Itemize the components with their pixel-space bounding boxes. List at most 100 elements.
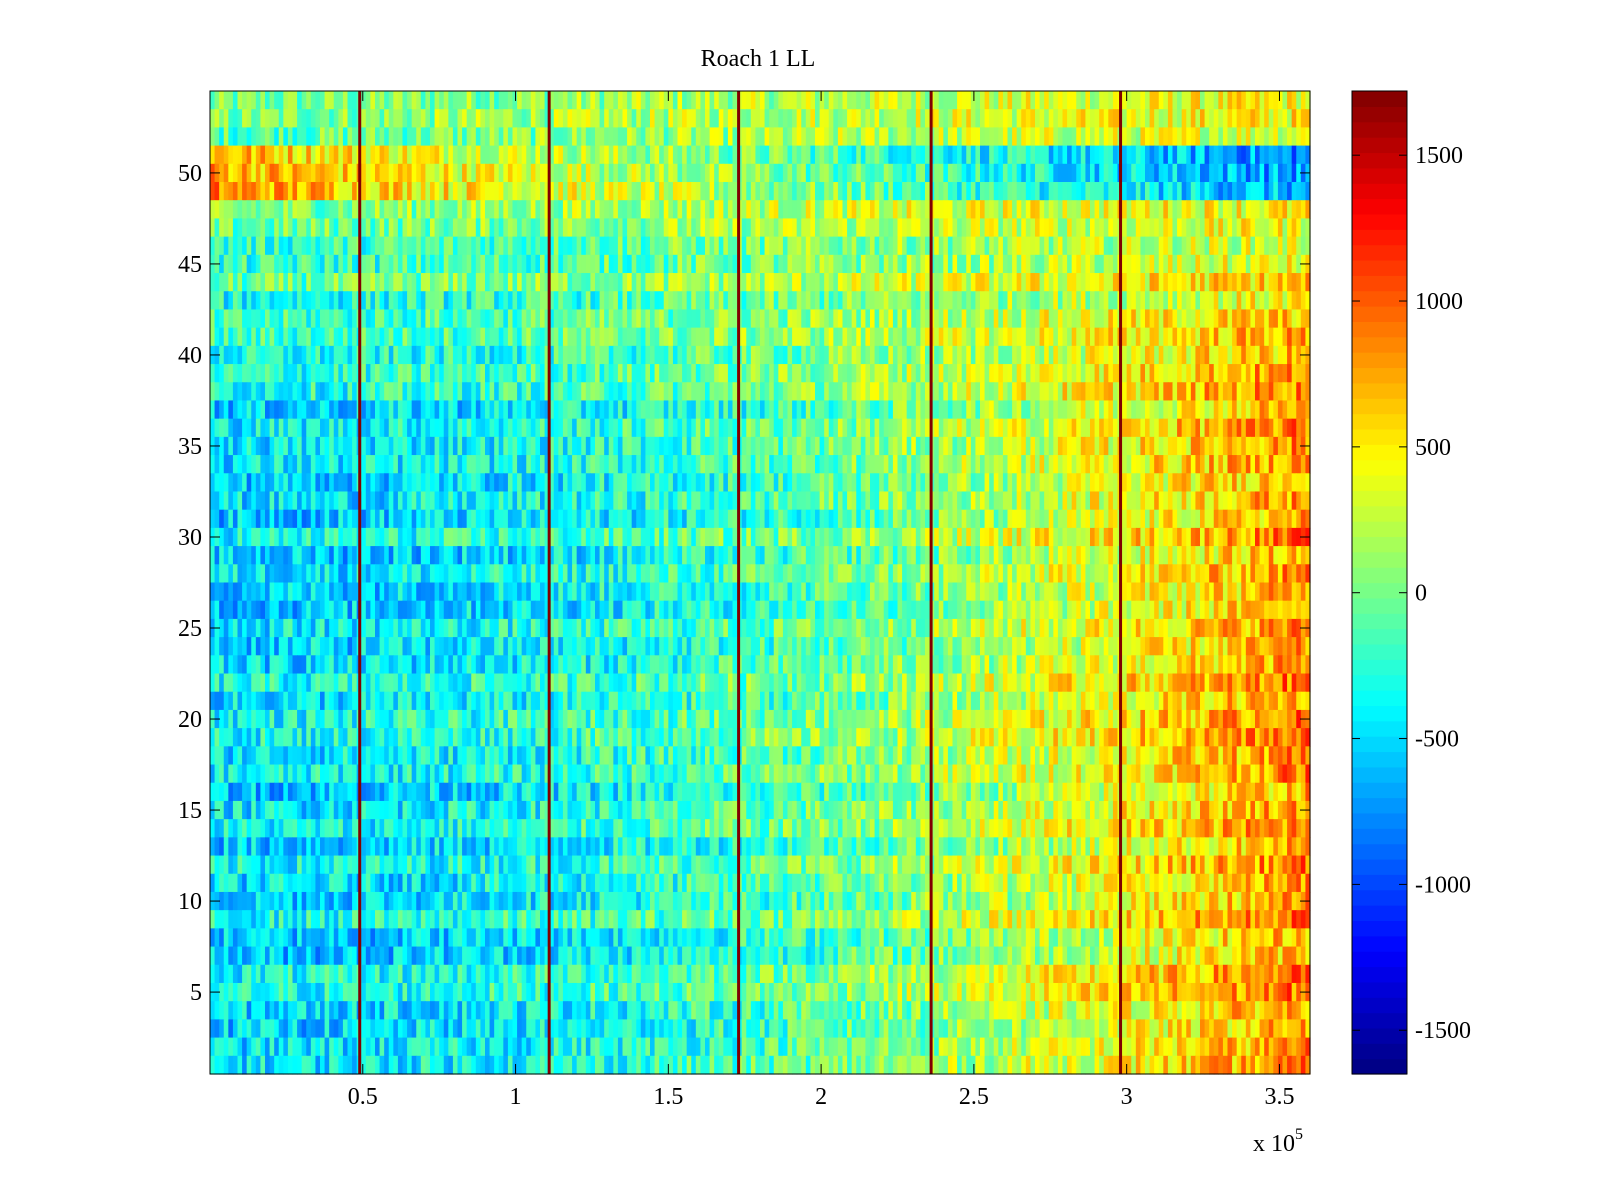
heatmap-cell xyxy=(1071,382,1077,402)
heatmap-cell xyxy=(608,309,614,329)
heatmap-cell xyxy=(714,91,720,110)
heatmap-cell xyxy=(810,273,816,292)
heatmap-cell xyxy=(801,382,807,402)
heatmap-cell xyxy=(549,236,555,256)
heatmap-cell xyxy=(947,327,954,347)
heatmap-cell xyxy=(1154,91,1160,110)
heatmap-cell xyxy=(512,291,518,311)
heatmap-cell xyxy=(764,254,770,274)
heatmap-cell xyxy=(787,455,793,474)
heatmap-cell xyxy=(425,364,431,383)
heatmap-cell xyxy=(1048,382,1054,402)
heatmap-cell xyxy=(695,327,702,347)
heatmap-cell xyxy=(750,418,757,438)
heatmap-cell xyxy=(283,436,289,456)
heatmap-cell xyxy=(251,163,257,183)
heatmap-cell xyxy=(617,418,624,438)
heatmap-cell xyxy=(819,163,825,183)
heatmap-cell xyxy=(489,455,495,474)
heatmap-cell xyxy=(242,182,248,201)
heatmap-cell xyxy=(975,163,981,183)
heatmap-cell xyxy=(512,109,518,128)
heatmap-cell xyxy=(966,291,972,311)
heatmap-cell xyxy=(375,382,381,402)
heatmap-cell xyxy=(801,200,807,220)
heatmap-cell xyxy=(242,364,248,383)
heatmap-cell xyxy=(993,218,999,238)
heatmap-cell xyxy=(503,163,509,183)
heatmap-cell xyxy=(773,273,779,292)
heatmap-cell xyxy=(686,327,692,347)
heatmap-cell xyxy=(1025,345,1032,365)
heatmap-cell xyxy=(796,218,802,238)
heatmap-cell xyxy=(787,145,793,165)
heatmap-cell xyxy=(1227,91,1233,110)
heatmap-cell xyxy=(576,436,582,456)
heatmap-cell xyxy=(1250,200,1256,220)
heatmap-cell xyxy=(352,182,358,201)
heatmap-cell xyxy=(663,364,669,383)
heatmap-cell xyxy=(622,145,628,165)
heatmap-cell xyxy=(778,254,784,274)
heatmap-cell xyxy=(677,200,683,220)
heatmap-cell xyxy=(892,455,899,474)
heatmap-cell xyxy=(219,291,225,311)
heatmap-cell xyxy=(393,400,399,420)
heatmap-cell xyxy=(512,127,518,147)
heatmap-cell xyxy=(274,436,280,456)
heatmap-cell xyxy=(1016,127,1022,147)
heatmap-cell xyxy=(1080,327,1087,347)
heatmap-cell xyxy=(494,91,500,110)
heatmap-cell xyxy=(760,327,766,347)
heatmap-cell xyxy=(558,327,564,347)
heatmap-cell xyxy=(287,145,294,165)
heatmap-cell xyxy=(485,254,491,274)
heatmap-cell xyxy=(1300,327,1307,347)
heatmap-cell xyxy=(581,309,587,329)
heatmap-cell xyxy=(1025,182,1032,201)
heatmap-cell xyxy=(540,163,546,183)
heatmap-cell xyxy=(1007,400,1013,420)
heatmap-cell xyxy=(494,455,500,474)
heatmap-cell xyxy=(480,309,486,329)
heatmap-cell xyxy=(581,418,587,438)
heatmap-cell xyxy=(636,327,642,347)
heatmap-cell xyxy=(228,109,234,128)
heatmap-cell xyxy=(512,200,518,220)
heatmap-cell xyxy=(1167,418,1174,438)
heatmap-cell xyxy=(407,327,413,347)
heatmap-cell xyxy=(549,382,555,402)
heatmap-cell xyxy=(668,236,674,256)
heatmap-cell xyxy=(1149,418,1155,438)
heatmap-cell xyxy=(1140,273,1146,292)
heatmap-cell xyxy=(691,291,697,311)
heatmap-cell xyxy=(517,309,523,329)
heatmap-cell xyxy=(1145,436,1151,456)
heatmap-cell xyxy=(265,182,271,201)
heatmap-cell xyxy=(691,455,697,474)
heatmap-cell xyxy=(805,163,812,183)
heatmap-cell xyxy=(320,327,326,347)
heatmap-cell xyxy=(393,218,399,238)
heatmap-cell xyxy=(1213,345,1219,365)
heatmap-cell xyxy=(402,327,408,347)
heatmap-cell xyxy=(1090,200,1096,220)
heatmap-cell xyxy=(1044,436,1050,456)
heatmap-cell xyxy=(943,236,949,256)
heatmap-cell xyxy=(782,91,789,110)
heatmap-cell xyxy=(879,145,885,165)
heatmap-cell xyxy=(750,327,757,347)
heatmap-cell xyxy=(228,418,234,438)
heatmap-cell xyxy=(347,200,353,220)
heatmap-cell xyxy=(1200,182,1206,201)
heatmap-cell xyxy=(682,327,688,347)
heatmap-cell xyxy=(695,91,702,110)
heatmap-cell xyxy=(627,200,633,220)
heatmap-cell xyxy=(452,163,459,183)
heatmap-cell xyxy=(388,364,394,383)
heatmap-cell xyxy=(1057,273,1064,292)
heatmap-cell xyxy=(535,436,541,456)
heatmap-cell xyxy=(975,382,981,402)
heatmap-cell xyxy=(911,145,917,165)
